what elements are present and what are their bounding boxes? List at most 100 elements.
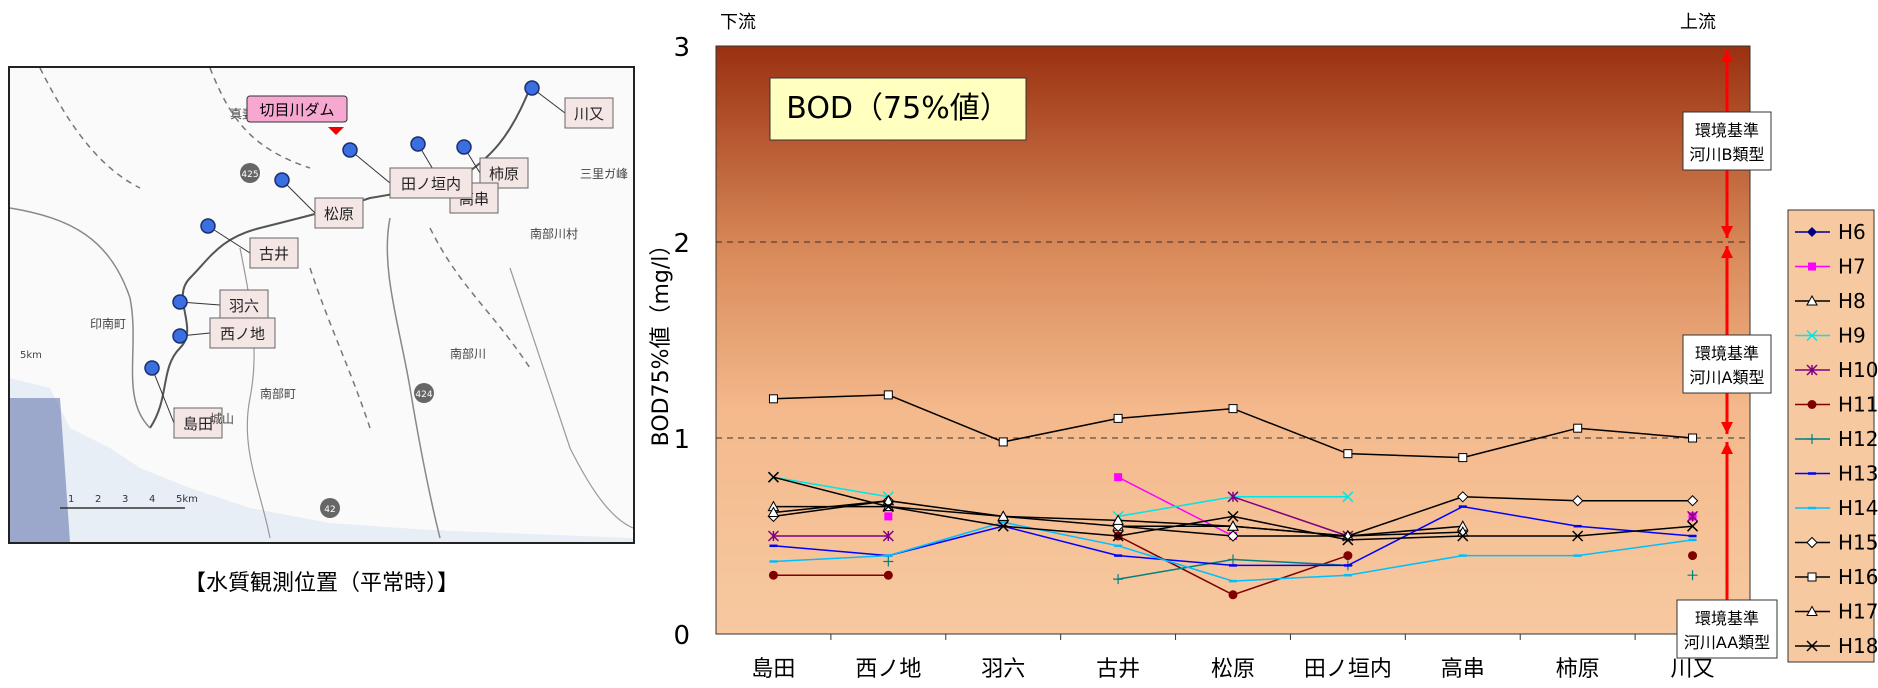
scale-tick: 3 [122, 494, 128, 505]
station-label: 柿原 [489, 165, 519, 183]
series-H12 [883, 554, 1698, 585]
legend-items: H6 H7 H8 H9 H10 H11 H12 H13 H14 H15 H16 H17 H18 [1795, 220, 1878, 658]
station-label: 西ノ地 [220, 325, 265, 343]
series-H16 [768, 390, 1698, 463]
legend-label: H11 [1838, 393, 1878, 417]
station-marker [342, 142, 358, 158]
series-group [767, 390, 1699, 600]
station-label: 島田 [183, 415, 213, 433]
place-label: 南部川村 [530, 226, 578, 241]
legend-label: H16 [1838, 565, 1878, 589]
standard-box [1682, 334, 1772, 394]
station-label-box [219, 289, 269, 321]
data-point [1687, 570, 1698, 581]
legend-label: H6 [1838, 220, 1866, 244]
station-label: 羽六 [229, 297, 259, 315]
data-point [767, 530, 779, 542]
station-label: 田ノ垣内 [401, 175, 461, 193]
data-point [1572, 530, 1584, 542]
series-line [1118, 496, 1693, 537]
data-point [1806, 640, 1818, 652]
chart-title: BOD（75%値） [786, 91, 1009, 126]
scale-bar: 1 2 3 4 5km [60, 494, 198, 509]
data-point [1807, 227, 1817, 237]
station-marker [144, 360, 160, 376]
arrow-head-up-icon [1721, 442, 1733, 454]
data-point [1687, 520, 1699, 532]
series-line [1232, 496, 1349, 537]
standard-class: 河川B類型 [1690, 145, 1765, 164]
x-tick-label: 高串 [1441, 657, 1485, 682]
dam-marker-icon [328, 127, 344, 135]
river-east [509, 267, 634, 529]
data-point [1573, 423, 1583, 433]
data-point [883, 556, 894, 567]
arrow-head-up-icon [1721, 246, 1733, 258]
legend-label: H9 [1838, 324, 1866, 348]
data-point [1806, 605, 1818, 616]
data-point [1687, 510, 1699, 522]
upstream-label: 上流 [1680, 12, 1716, 33]
downstream-label: 下流 [720, 12, 756, 33]
dam-label-box [246, 95, 348, 123]
series-H17 [767, 494, 1469, 541]
data-point [1228, 590, 1238, 600]
station-label-box [209, 317, 276, 349]
station-label-box [564, 97, 614, 129]
x-axis: 島田 西ノ地 羽六 古井 松原 田ノ垣内 高串 柿原 川又 [751, 634, 1715, 682]
legend-label: H12 [1838, 427, 1878, 451]
data-point [997, 520, 1009, 532]
boundary-lines [39, 67, 531, 429]
legend-label: H18 [1838, 634, 1878, 658]
station-marker [274, 172, 290, 188]
x-tick-label: 柿原 [1556, 657, 1600, 682]
series-H14 [769, 521, 1697, 583]
data-point [767, 506, 780, 517]
series-line [773, 476, 889, 498]
station-marker [456, 139, 472, 155]
data-point [1806, 536, 1818, 549]
station-marker [172, 294, 188, 310]
data-point [1228, 404, 1238, 414]
station-marker [410, 136, 426, 152]
y-axis: 0 1 2 3 [673, 33, 690, 651]
data-point [1458, 453, 1468, 463]
place-label: 三里ガ峰 [580, 167, 628, 181]
data-point [1113, 574, 1124, 585]
x-tick-label: 西ノ地 [855, 657, 921, 682]
data-point [1112, 530, 1124, 542]
station-label-box [389, 167, 473, 199]
data-point [1227, 510, 1239, 522]
legend-label: H8 [1838, 289, 1866, 313]
data-point [1457, 491, 1469, 503]
y-axis-label: BOD75%値（mg/l） [649, 234, 674, 447]
data-point [1807, 400, 1817, 409]
data-point [1343, 551, 1353, 561]
data-point [1343, 449, 1353, 459]
data-point [998, 437, 1008, 447]
route-label: 42 [324, 505, 335, 515]
data-point [882, 494, 895, 506]
x-tick-label: 古井 [1096, 657, 1140, 682]
y-tick-label: 0 [673, 621, 690, 651]
data-point [1227, 530, 1239, 542]
arrow-head-down-icon [1721, 226, 1733, 238]
legend-label: H17 [1838, 600, 1878, 624]
y-tick-label: 3 [673, 33, 690, 63]
river-south [386, 217, 441, 539]
station-label-box [314, 197, 364, 229]
standard-label: 環境基準 [1695, 121, 1759, 140]
data-point [1113, 413, 1123, 423]
legend-label: H7 [1838, 255, 1866, 279]
route-label: 424 [415, 390, 432, 400]
station-marker [200, 218, 216, 234]
route-label: 425 [241, 170, 258, 180]
data-point [1228, 554, 1238, 565]
data-point [1227, 491, 1239, 503]
data-point [1806, 294, 1818, 306]
